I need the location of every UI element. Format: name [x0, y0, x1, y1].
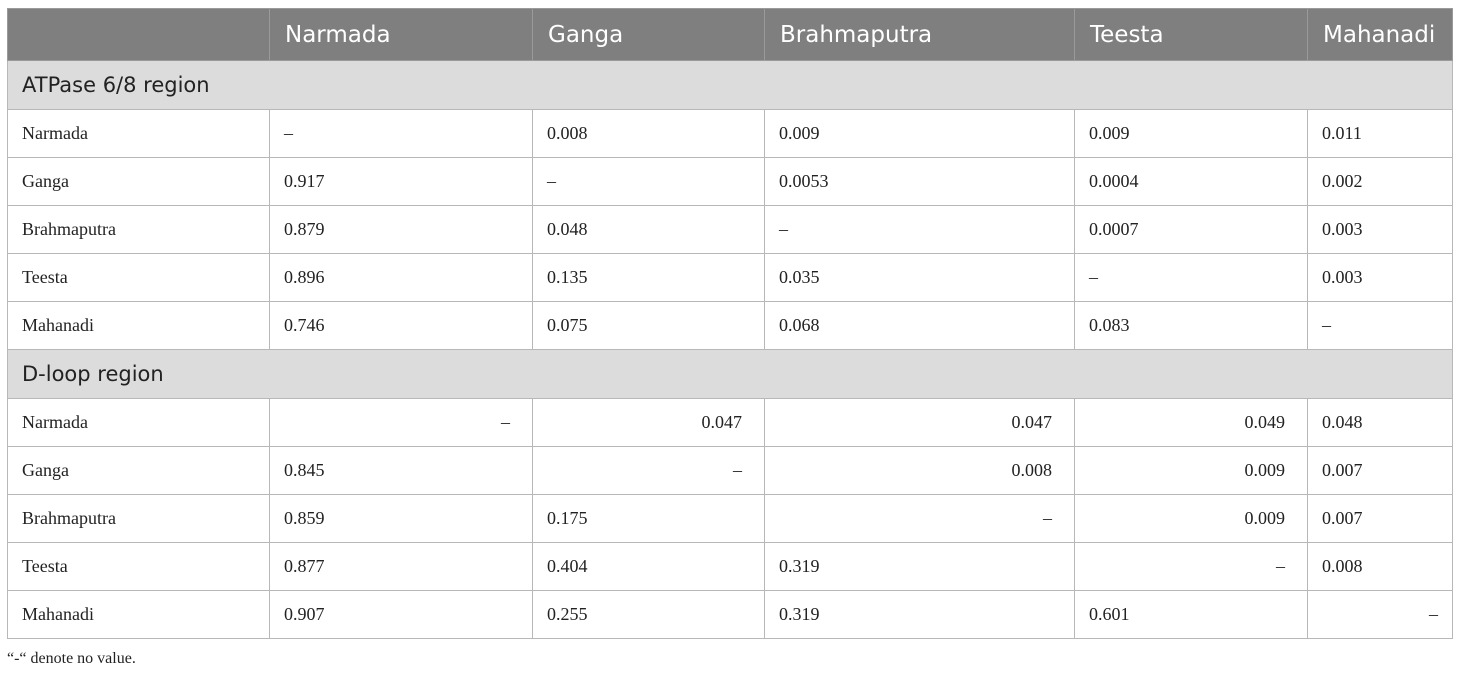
table-cell: 0.047	[532, 398, 765, 447]
row-label: Ganga	[7, 157, 270, 206]
row-label: Narmada	[7, 109, 270, 158]
table-cell: –	[1074, 253, 1308, 302]
section-row: D-loop region	[7, 349, 1453, 399]
section-title: D-loop region	[7, 349, 1453, 399]
table-cell: 0.007	[1307, 446, 1453, 495]
table-footnote: “-“ denote no value.	[7, 650, 136, 667]
table-row: Mahanadi 0.746 0.075 0.068 0.083 –	[7, 301, 1453, 350]
table-cell: –	[269, 109, 533, 158]
table-cell: 0.008	[764, 446, 1075, 495]
table-row: Mahanadi 0.907 0.255 0.319 0.601 –	[7, 590, 1453, 639]
table-cell: 0.0004	[1074, 157, 1308, 206]
table-cell: 0.319	[764, 542, 1075, 591]
header-row: Narmada Ganga Brahmaputra Teesta Mahanad…	[7, 8, 1453, 61]
table-cell: 0.047	[764, 398, 1075, 447]
table-row: Teesta 0.877 0.404 0.319 – 0.008	[7, 542, 1453, 591]
table-cell: 0.035	[764, 253, 1075, 302]
table-cell: 0.083	[1074, 301, 1308, 350]
table-cell: –	[764, 205, 1075, 254]
table-cell: 0.601	[1074, 590, 1308, 639]
table-cell: 0.845	[269, 446, 533, 495]
table-cell: 0.907	[269, 590, 533, 639]
table-cell: 0.859	[269, 494, 533, 543]
table-cell: 0.011	[1307, 109, 1453, 158]
table-row: Narmada – 0.047 0.047 0.049 0.048	[7, 398, 1453, 447]
table-cell: 0.049	[1074, 398, 1308, 447]
header-teesta: Teesta	[1074, 8, 1308, 61]
row-label: Teesta	[7, 253, 270, 302]
table-cell: 0.002	[1307, 157, 1453, 206]
table-cell: 0.068	[764, 301, 1075, 350]
row-label: Brahmaputra	[7, 494, 270, 543]
header-ganga: Ganga	[532, 8, 765, 61]
table-cell: 0.404	[532, 542, 765, 591]
table-cell: 0.175	[532, 494, 765, 543]
table-cell: –	[269, 398, 533, 447]
table-cell: 0.003	[1307, 205, 1453, 254]
table-cell: 0.003	[1307, 253, 1453, 302]
row-label: Narmada	[7, 398, 270, 447]
table-row: Ganga 0.845 – 0.008 0.009 0.007	[7, 446, 1453, 495]
table-cell: 0.917	[269, 157, 533, 206]
table-cell: –	[1307, 590, 1453, 639]
table-cell: 0.009	[1074, 109, 1308, 158]
row-label: Brahmaputra	[7, 205, 270, 254]
table-cell: 0.255	[532, 590, 765, 639]
table-cell: 0.879	[269, 205, 533, 254]
table-cell: 0.048	[1307, 398, 1453, 447]
table-cell: –	[532, 157, 765, 206]
table-cell: –	[1307, 301, 1453, 350]
table-cell: 0.009	[764, 109, 1075, 158]
table-row: Narmada – 0.008 0.009 0.009 0.011	[7, 109, 1453, 158]
table-cell: –	[532, 446, 765, 495]
table-row: Ganga 0.917 – 0.0053 0.0004 0.002	[7, 157, 1453, 206]
table-cell: 0.007	[1307, 494, 1453, 543]
row-label: Mahanadi	[7, 590, 270, 639]
table-cell: 0.0007	[1074, 205, 1308, 254]
row-label: Ganga	[7, 446, 270, 495]
table-cell: 0.075	[532, 301, 765, 350]
table-row: Brahmaputra 0.859 0.175 – 0.009 0.007	[7, 494, 1453, 543]
table-cell: 0.048	[532, 205, 765, 254]
table-cell: 0.0053	[764, 157, 1075, 206]
table-cell: 0.135	[532, 253, 765, 302]
table-cell: 0.008	[532, 109, 765, 158]
table-cell: –	[1074, 542, 1308, 591]
table-cell: 0.009	[1074, 446, 1308, 495]
table-cell: 0.746	[269, 301, 533, 350]
header-mahanadi: Mahanadi	[1307, 8, 1453, 61]
section-title: ATPase 6/8 region	[7, 60, 1453, 110]
table-cell: 0.319	[764, 590, 1075, 639]
table-cell: 0.877	[269, 542, 533, 591]
table-cell: –	[764, 494, 1075, 543]
table-cell: 0.008	[1307, 542, 1453, 591]
table-cell: 0.896	[269, 253, 533, 302]
row-label: Mahanadi	[7, 301, 270, 350]
header-narmada: Narmada	[269, 8, 533, 61]
table-row: Brahmaputra 0.879 0.048 – 0.0007 0.003	[7, 205, 1453, 254]
row-label: Teesta	[7, 542, 270, 591]
distance-table: Narmada Ganga Brahmaputra Teesta Mahanad…	[7, 8, 1453, 639]
table-row: Teesta 0.896 0.135 0.035 – 0.003	[7, 253, 1453, 302]
header-corner	[7, 8, 270, 61]
table-cell: 0.009	[1074, 494, 1308, 543]
section-row: ATPase 6/8 region	[7, 60, 1453, 110]
header-brahmaputra: Brahmaputra	[764, 8, 1075, 61]
